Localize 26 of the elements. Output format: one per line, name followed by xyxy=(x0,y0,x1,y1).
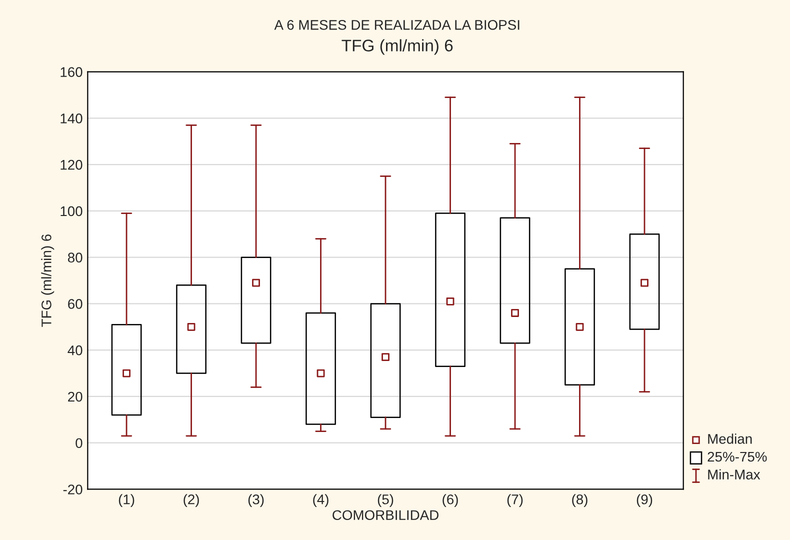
y-tick-label: 60 xyxy=(68,299,82,309)
x-tick-label: (4) xyxy=(313,494,328,508)
text: Median xyxy=(708,434,752,444)
x-tick-label: (7) xyxy=(507,494,523,508)
y-tick-label: 20 xyxy=(68,392,82,402)
y-tick-label: 140 xyxy=(60,114,82,124)
y-tick-label: 100 xyxy=(60,206,82,216)
y-tick-label: 160 xyxy=(60,67,82,77)
x-tick-label: (2) xyxy=(184,494,199,508)
text: Min-Max xyxy=(708,469,760,480)
x-tick-label: (3) xyxy=(248,494,264,508)
x-tick-label: (8) xyxy=(572,494,588,508)
x-tick-label: (1) xyxy=(118,494,134,508)
text: 25%-75% xyxy=(708,452,767,462)
y-tick-label: 0 xyxy=(76,438,82,448)
x-tick-label: (5) xyxy=(378,494,394,508)
chart-subtitle: TFG (ml/min) 6 xyxy=(342,39,453,55)
x-tick-label: (9) xyxy=(636,494,652,508)
y-tick-label: 120 xyxy=(60,160,82,170)
y-axis-title: TFG (ml/min) 6 xyxy=(41,234,54,327)
y-tick-label: 40 xyxy=(68,345,82,356)
y-tick-label: -20 xyxy=(63,484,82,494)
chart-title: A 6 MESES DE REALIZADA LA BIOPSI xyxy=(274,20,520,30)
x-axis-title: COMORBILIDAD xyxy=(332,510,438,520)
x-tick-label: (6) xyxy=(442,494,458,508)
y-tick-label: 80 xyxy=(68,252,82,263)
